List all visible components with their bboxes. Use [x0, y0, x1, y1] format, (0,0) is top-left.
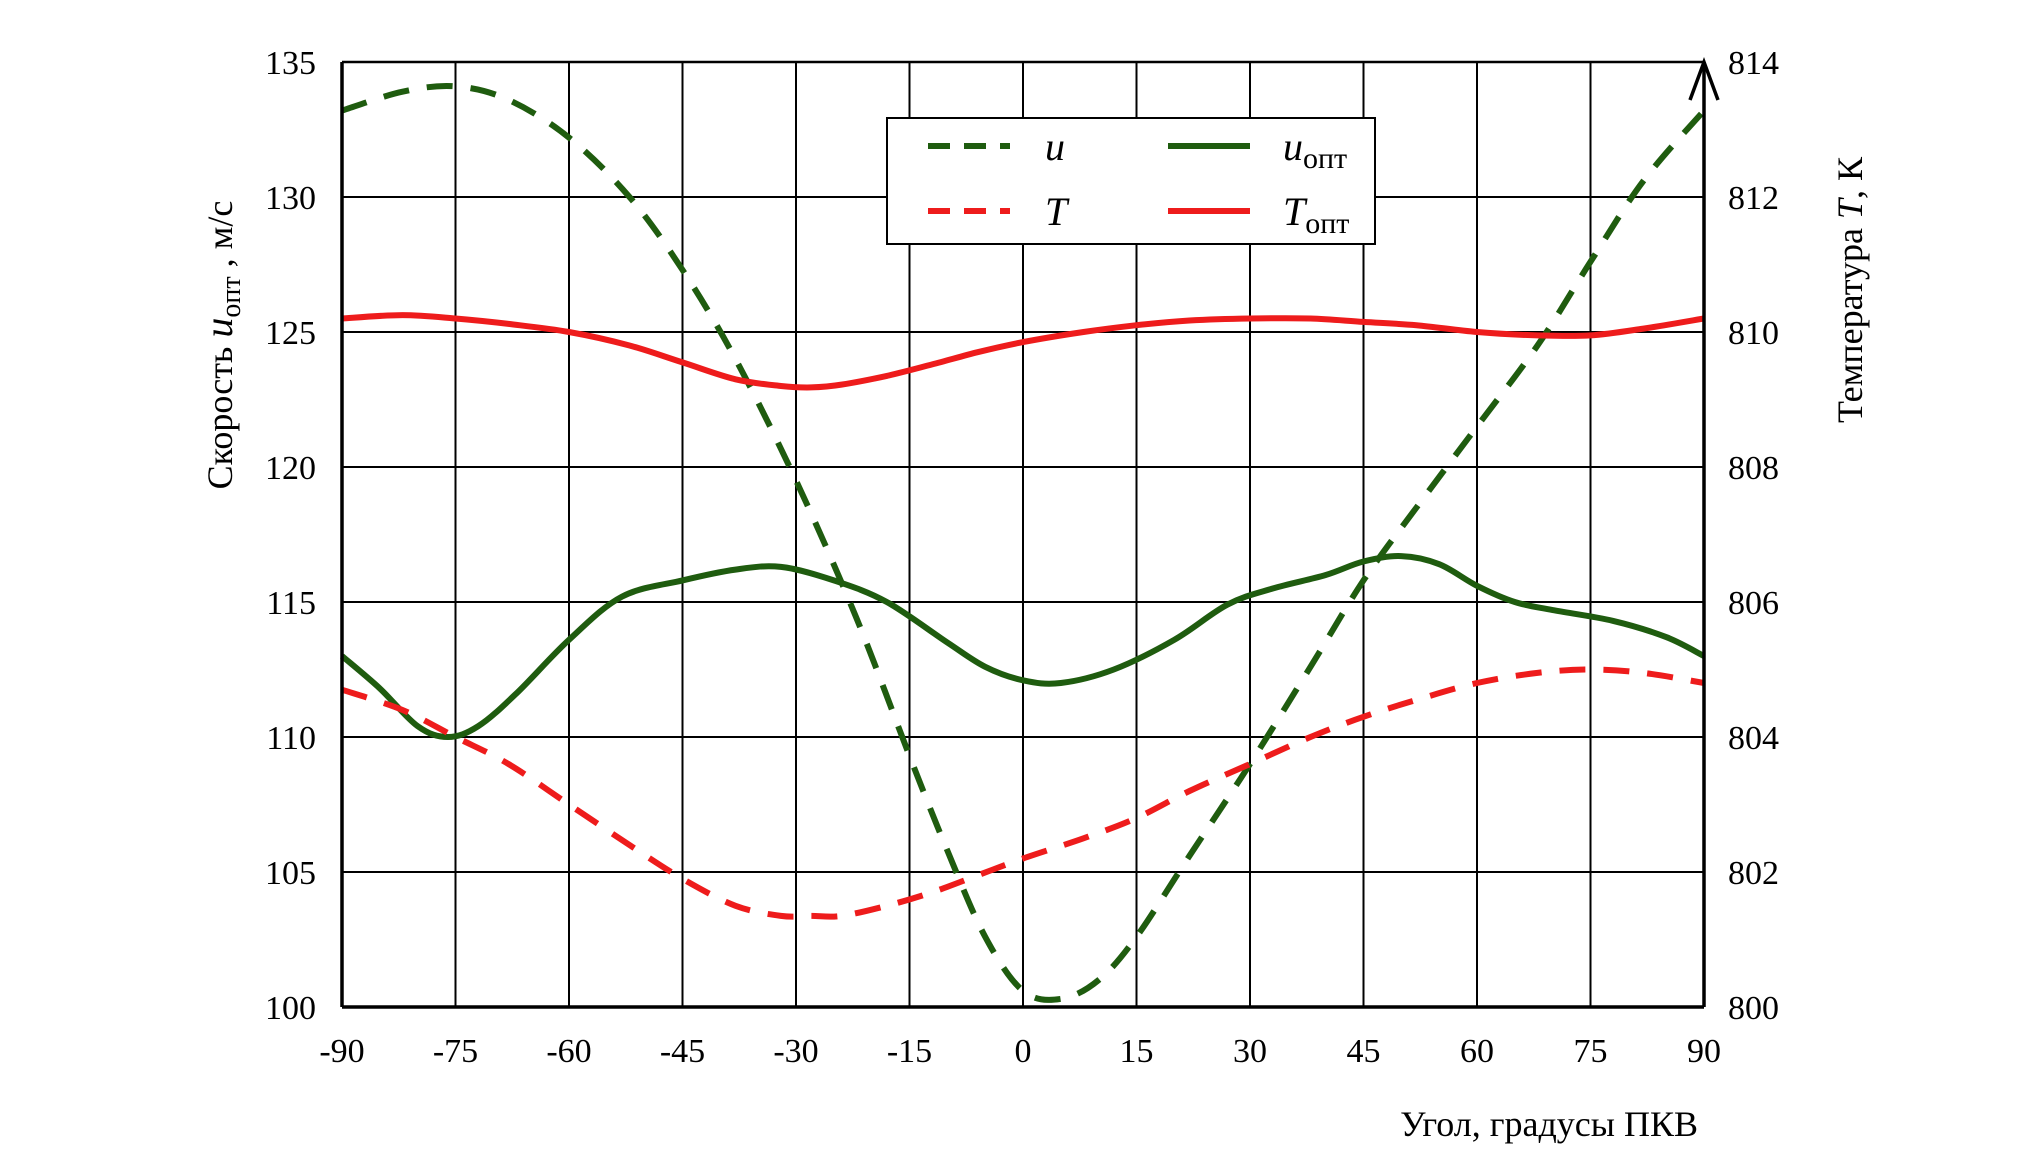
- y-left-tick-label: 120: [265, 450, 316, 487]
- y-left-axis-title-sub: опт: [216, 276, 247, 317]
- y-right-tick-label: 808: [1728, 450, 1779, 487]
- y-right-axis-title: Температура T, К: [1830, 156, 1870, 423]
- y-right-tick-label: 812: [1728, 180, 1779, 217]
- y-left-tick-label: 135: [265, 45, 316, 82]
- y-left-axis-title: Скорость uопт , м/с: [196, 201, 247, 490]
- legend-label: T: [1045, 189, 1070, 234]
- y-left-tick-label: 105: [265, 855, 316, 892]
- legend-label: Tопт: [1283, 189, 1349, 240]
- y-left-axis-title-var: u: [196, 318, 241, 338]
- y-right-tick-label: 800: [1728, 990, 1779, 1027]
- x-tick-label: 45: [1347, 1033, 1381, 1070]
- y-right-tick-labels: 800 802 804 806 808 810 812 814: [1728, 45, 1779, 1027]
- y-right-axis-title-prefix: Температура: [1830, 219, 1870, 423]
- series-line-u: [341, 82, 1707, 1003]
- x-tick-label: 30: [1233, 1033, 1267, 1070]
- legend-label-sub: опт: [1305, 207, 1349, 240]
- x-tick-label: -60: [546, 1033, 591, 1070]
- legend-label-var: u: [1283, 124, 1303, 169]
- x-tick-labels: -90 -75 -60 -45 -30 -15 0 15 30 45 60 75 90: [319, 1033, 1721, 1070]
- series-line-T: [341, 666, 1705, 920]
- y-right-tick-label: 806: [1728, 585, 1779, 622]
- legend-label: u: [1045, 124, 1065, 169]
- x-tick-label: 90: [1687, 1033, 1721, 1070]
- legend-box: [886, 117, 1376, 245]
- x-tick-label: -15: [887, 1033, 932, 1070]
- y-left-axis-title-suffix: , м/с: [200, 201, 240, 277]
- y-left-tick-label: 125: [265, 315, 316, 352]
- y-right-axis-title-suffix: , К: [1830, 156, 1870, 199]
- x-tick-label: 15: [1120, 1033, 1154, 1070]
- x-tick-label: -30: [773, 1033, 818, 1070]
- x-tick-label: 60: [1460, 1033, 1494, 1070]
- legend-label: uопт: [1283, 124, 1347, 175]
- legend-label-var: u: [1045, 124, 1065, 169]
- right-axis-arrow: [1688, 56, 1720, 101]
- legend-label-var: T: [1283, 189, 1308, 234]
- y-left-tick-label: 100: [265, 990, 316, 1027]
- y-left-tick-labels: 100 105 110 115 120 125 130 135: [265, 45, 316, 1027]
- y-right-tick-label: 810: [1728, 315, 1779, 352]
- plot-frame: [340, 60, 1706, 1009]
- y-right-tick-label: 814: [1728, 45, 1779, 82]
- series-line-T-opt: [341, 312, 1705, 391]
- y-right-tick-label: 802: [1728, 855, 1779, 892]
- y-left-tick-label: 115: [266, 585, 316, 622]
- series-line-u-opt: [340, 553, 1706, 740]
- series-layer: [340, 82, 1707, 1003]
- x-tick-label: 0: [1015, 1033, 1032, 1070]
- x-tick-label: 75: [1574, 1033, 1608, 1070]
- y-left-axis-title-prefix: Скорость: [200, 338, 240, 490]
- y-right-axis-title-var: T: [1830, 196, 1870, 219]
- y-left-tick-label: 110: [266, 720, 316, 757]
- x-tick-label: -75: [433, 1033, 478, 1070]
- legend-label-var: T: [1045, 189, 1070, 234]
- x-tick-label: -90: [319, 1033, 364, 1070]
- x-axis-title: Угол, градусы ПКВ: [1400, 1104, 1698, 1144]
- x-tick-label: -45: [660, 1033, 705, 1070]
- y-left-tick-label: 130: [265, 180, 316, 217]
- y-right-tick-label: 804: [1728, 720, 1779, 757]
- legend-label-sub: опт: [1303, 142, 1347, 175]
